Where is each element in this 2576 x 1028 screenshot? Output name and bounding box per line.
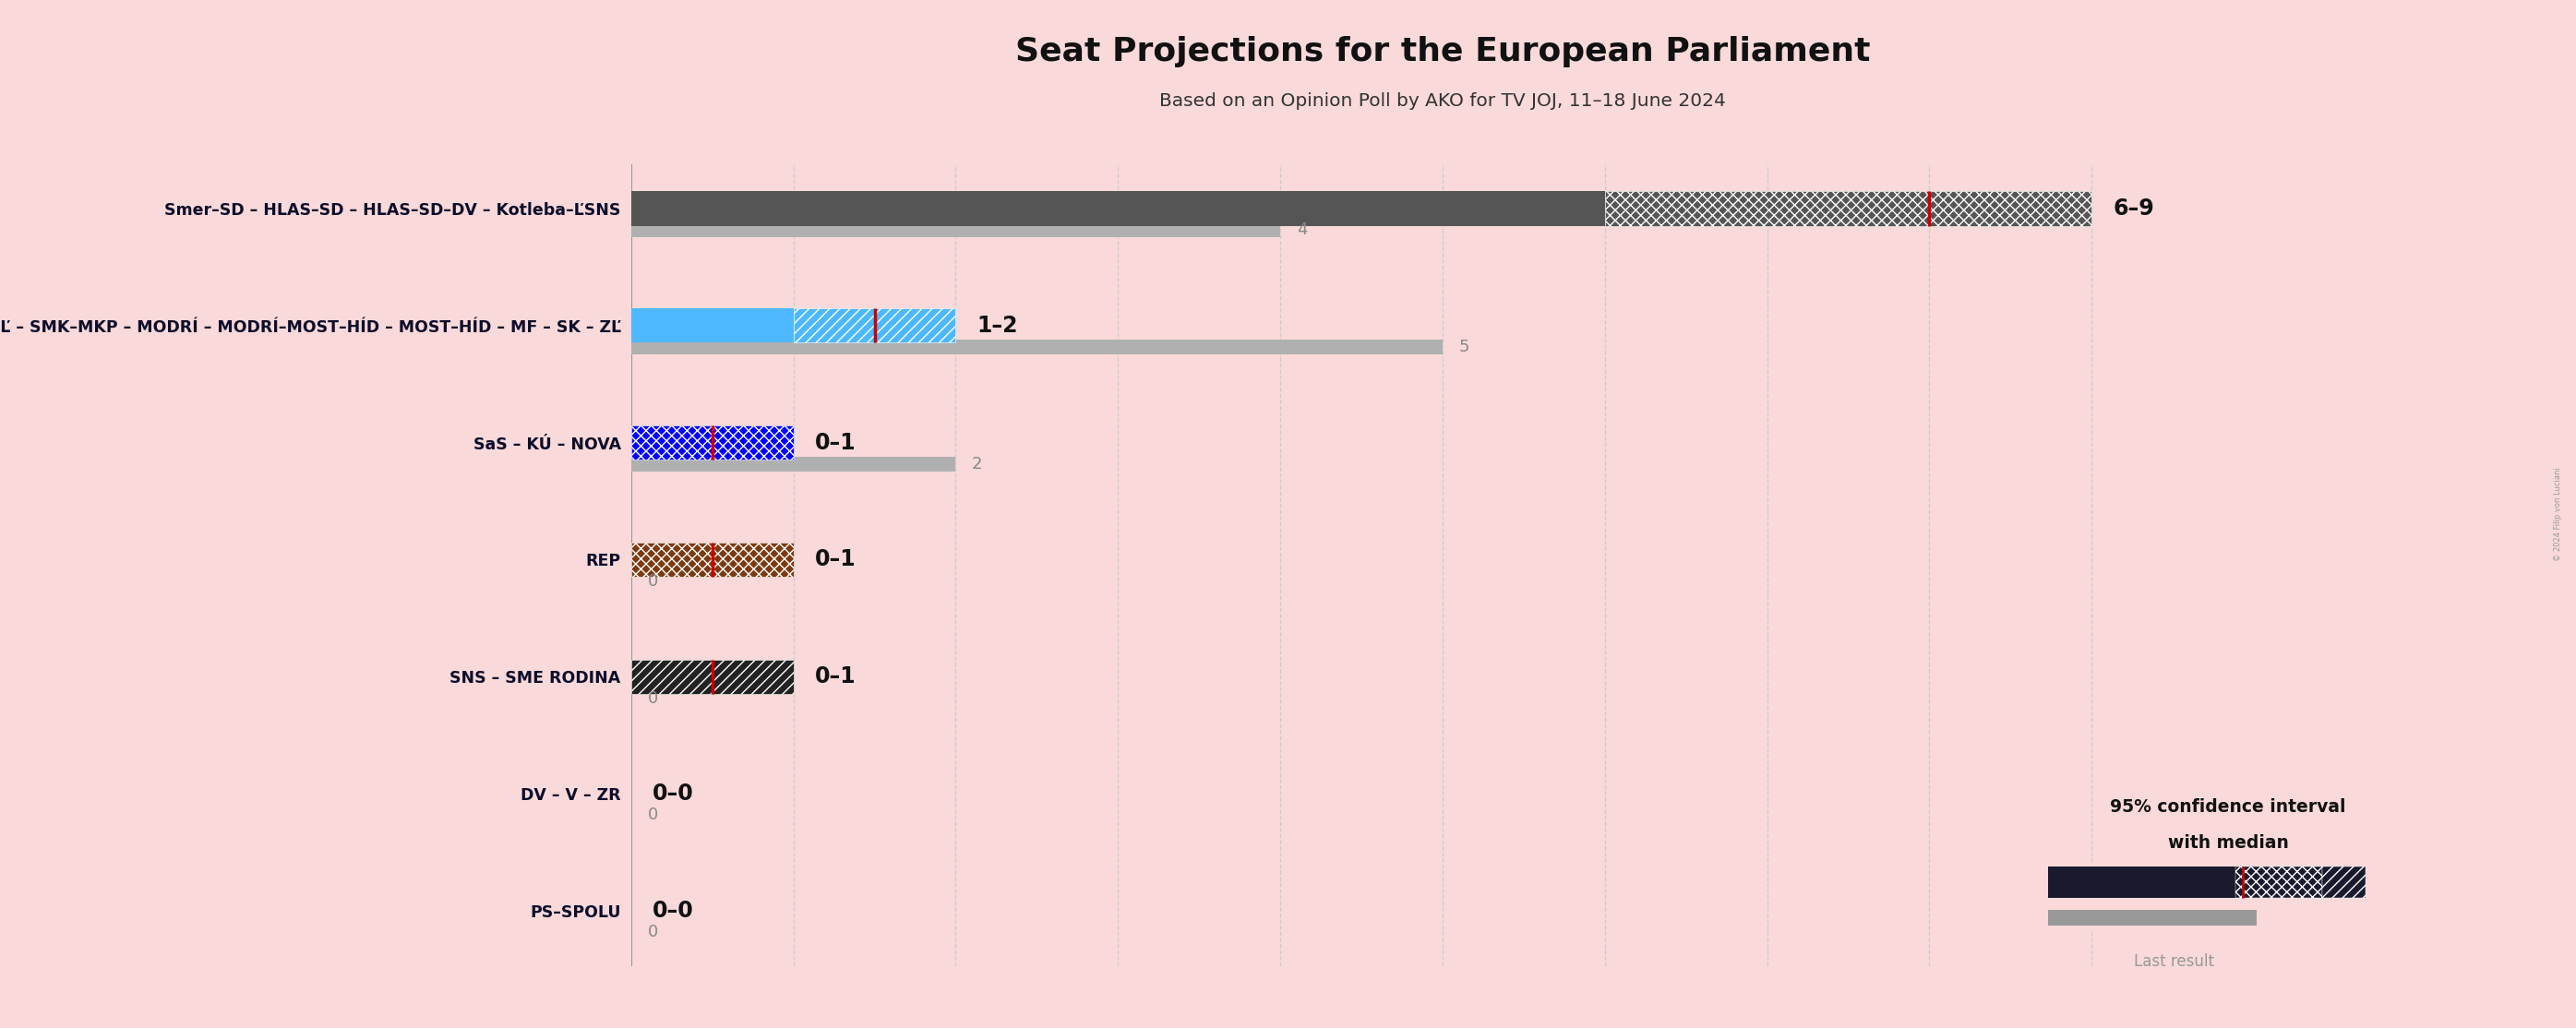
Text: 5: 5 <box>1458 339 1468 356</box>
Bar <box>2321 867 2365 897</box>
Bar <box>1605 191 2092 226</box>
Text: 0–0: 0–0 <box>652 900 693 921</box>
Bar <box>631 426 793 460</box>
Bar <box>631 223 1280 237</box>
Text: 0–1: 0–1 <box>814 549 855 571</box>
Text: 6–9: 6–9 <box>2112 197 2154 220</box>
Text: 1–2: 1–2 <box>976 315 1018 336</box>
Bar <box>631 543 793 577</box>
Bar <box>631 340 1443 355</box>
Text: 0: 0 <box>647 807 657 823</box>
Text: 0–1: 0–1 <box>814 665 855 688</box>
Bar <box>2048 867 2236 897</box>
Text: Seat Projections for the European Parliament: Seat Projections for the European Parlia… <box>1015 36 1870 68</box>
Bar <box>793 308 956 342</box>
Bar <box>631 659 793 694</box>
Text: Last result: Last result <box>2133 953 2215 969</box>
Text: 0: 0 <box>647 573 657 589</box>
Text: 0: 0 <box>647 690 657 706</box>
Text: 95% confidence interval: 95% confidence interval <box>2110 798 2347 816</box>
Text: Based on an Opinion Poll by AKO for TV JOJ, 11–18 June 2024: Based on an Opinion Poll by AKO for TV J… <box>1159 93 1726 110</box>
Text: 0: 0 <box>647 924 657 941</box>
Bar <box>631 457 956 472</box>
Text: 0–1: 0–1 <box>814 432 855 453</box>
Bar <box>631 308 793 342</box>
Text: 4: 4 <box>1296 222 1306 238</box>
Bar <box>2236 867 2321 897</box>
Text: 2: 2 <box>971 455 981 473</box>
Text: © 2024 Filip von Luciani: © 2024 Filip von Luciani <box>2553 467 2563 561</box>
Text: with median: with median <box>2169 834 2287 852</box>
Bar <box>631 191 1605 226</box>
Bar <box>2048 910 2257 925</box>
Text: 0–0: 0–0 <box>652 782 693 805</box>
